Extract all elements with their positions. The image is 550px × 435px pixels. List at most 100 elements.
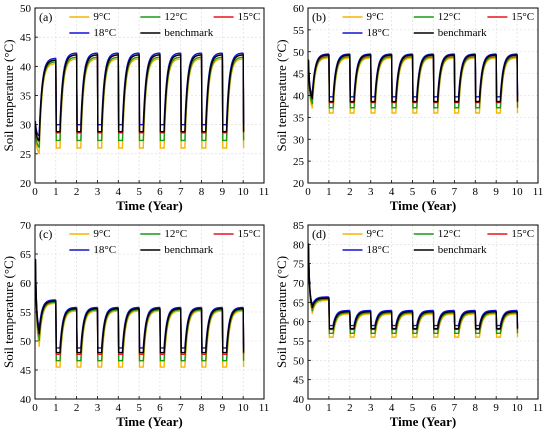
- panel-label: (d): [312, 227, 326, 241]
- x-tick-label: 3: [368, 186, 374, 198]
- x-tick-label: 3: [95, 186, 101, 198]
- legend-label-3: 15°C: [511, 228, 534, 240]
- x-tick-label: 7: [452, 402, 458, 414]
- series-line-2: [35, 259, 245, 362]
- x-tick-label: 7: [178, 402, 184, 414]
- y-tick-label: 20: [20, 178, 32, 190]
- x-tick-label: 2: [347, 186, 353, 198]
- x-tick-label: 9: [493, 402, 499, 414]
- series-line-1: [35, 58, 245, 154]
- y-tick-label: 60: [20, 278, 32, 290]
- y-tick-label: 55: [293, 25, 305, 37]
- legend-label-5: benchmark: [438, 27, 487, 39]
- legend-label-3: 15°C: [238, 11, 261, 23]
- y-tick-label: 45: [293, 375, 305, 387]
- x-tick-label: 2: [74, 186, 80, 198]
- y-axis-label: Soil temperature (°C): [1, 256, 16, 368]
- y-tick-label: 65: [293, 297, 305, 309]
- x-tick-label: 8: [473, 402, 479, 414]
- x-tick-label: 10: [512, 402, 524, 414]
- legend-label-5: benchmark: [164, 27, 213, 39]
- y-tick-label: 70: [293, 278, 305, 290]
- x-tick-label: 6: [431, 402, 437, 414]
- y-axis-label: Soil temperature (°C): [274, 256, 289, 368]
- x-tick-label: 1: [326, 186, 332, 198]
- x-tick-label: 8: [199, 402, 205, 414]
- y-tick-label: 45: [293, 69, 305, 81]
- panel-label: (a): [39, 10, 52, 24]
- y-tick-label: 40: [20, 394, 32, 406]
- y-tick-label: 80: [293, 239, 305, 251]
- x-tick-label: 0: [32, 186, 38, 198]
- x-tick-label: 11: [533, 186, 544, 198]
- legend-label-4: 18°C: [93, 27, 116, 39]
- y-tick-label: 25: [293, 156, 305, 168]
- x-tick-label: 9: [220, 186, 226, 198]
- x-tick-label: 8: [473, 186, 479, 198]
- legend-label-4: 18°C: [367, 27, 390, 39]
- y-tick-label: 85: [293, 220, 305, 232]
- series-line-1: [308, 243, 519, 338]
- y-tick-label: 55: [20, 307, 32, 319]
- x-tick-label: 2: [74, 402, 80, 414]
- x-tick-label: 1: [53, 402, 59, 414]
- series-line-2: [308, 55, 519, 109]
- x-tick-label: 11: [259, 402, 270, 414]
- x-tick-label: 3: [95, 402, 101, 414]
- legend-label-2: 12°C: [438, 11, 461, 23]
- x-axis-label: Time (Year): [116, 198, 183, 213]
- legend-label-4: 18°C: [367, 244, 390, 256]
- legend-label-5: benchmark: [164, 244, 213, 256]
- legend-label-2: 12°C: [164, 228, 187, 240]
- y-tick-label: 40: [293, 91, 305, 103]
- x-tick-label: 9: [220, 402, 226, 414]
- x-tick-label: 8: [199, 186, 205, 198]
- legend-label-3: 15°C: [511, 11, 534, 23]
- x-tick-label: 1: [326, 402, 332, 414]
- y-tick-label: 25: [20, 149, 32, 161]
- series-line-2: [308, 243, 519, 334]
- x-tick-label: 5: [136, 186, 142, 198]
- series-line-1: [35, 259, 245, 368]
- series-line-5: [35, 54, 245, 142]
- y-tick-label: 35: [293, 112, 305, 124]
- y-axis-label: Soil temperature (°C): [274, 39, 289, 151]
- x-tick-label: 7: [178, 186, 184, 198]
- x-tick-label: 10: [238, 186, 250, 198]
- legend-label-1: 9°C: [93, 11, 110, 23]
- y-tick-label: 45: [20, 365, 32, 377]
- y-tick-label: 60: [293, 317, 305, 329]
- y-tick-label: 50: [20, 336, 32, 348]
- x-tick-label: 1: [53, 186, 59, 198]
- y-tick-label: 30: [293, 134, 305, 146]
- legend-label-5: benchmark: [438, 244, 487, 256]
- x-tick-label: 9: [493, 186, 499, 198]
- x-tick-label: 6: [157, 402, 163, 414]
- series-line-1: [308, 57, 519, 114]
- x-tick-label: 6: [431, 186, 437, 198]
- legend-label-2: 12°C: [438, 228, 461, 240]
- x-tick-label: 10: [512, 186, 524, 198]
- legend-label-3: 15°C: [238, 228, 261, 240]
- y-tick-label: 70: [20, 220, 32, 232]
- plot-frame: [307, 224, 539, 400]
- y-tick-label: 30: [20, 120, 32, 132]
- x-tick-label: 4: [116, 402, 122, 414]
- x-tick-label: 0: [305, 186, 311, 198]
- y-axis-label: Soil temperature (°C): [1, 39, 16, 151]
- x-axis-label: Time (Year): [116, 414, 183, 429]
- y-tick-label: 20: [293, 178, 305, 190]
- y-tick-label: 40: [293, 394, 305, 406]
- x-tick-label: 11: [533, 402, 544, 414]
- legend-label-2: 12°C: [164, 11, 187, 23]
- x-tick-label: 2: [347, 402, 353, 414]
- series-line-5: [308, 54, 519, 103]
- legend-label-1: 9°C: [93, 228, 110, 240]
- y-tick-label: 45: [20, 32, 32, 44]
